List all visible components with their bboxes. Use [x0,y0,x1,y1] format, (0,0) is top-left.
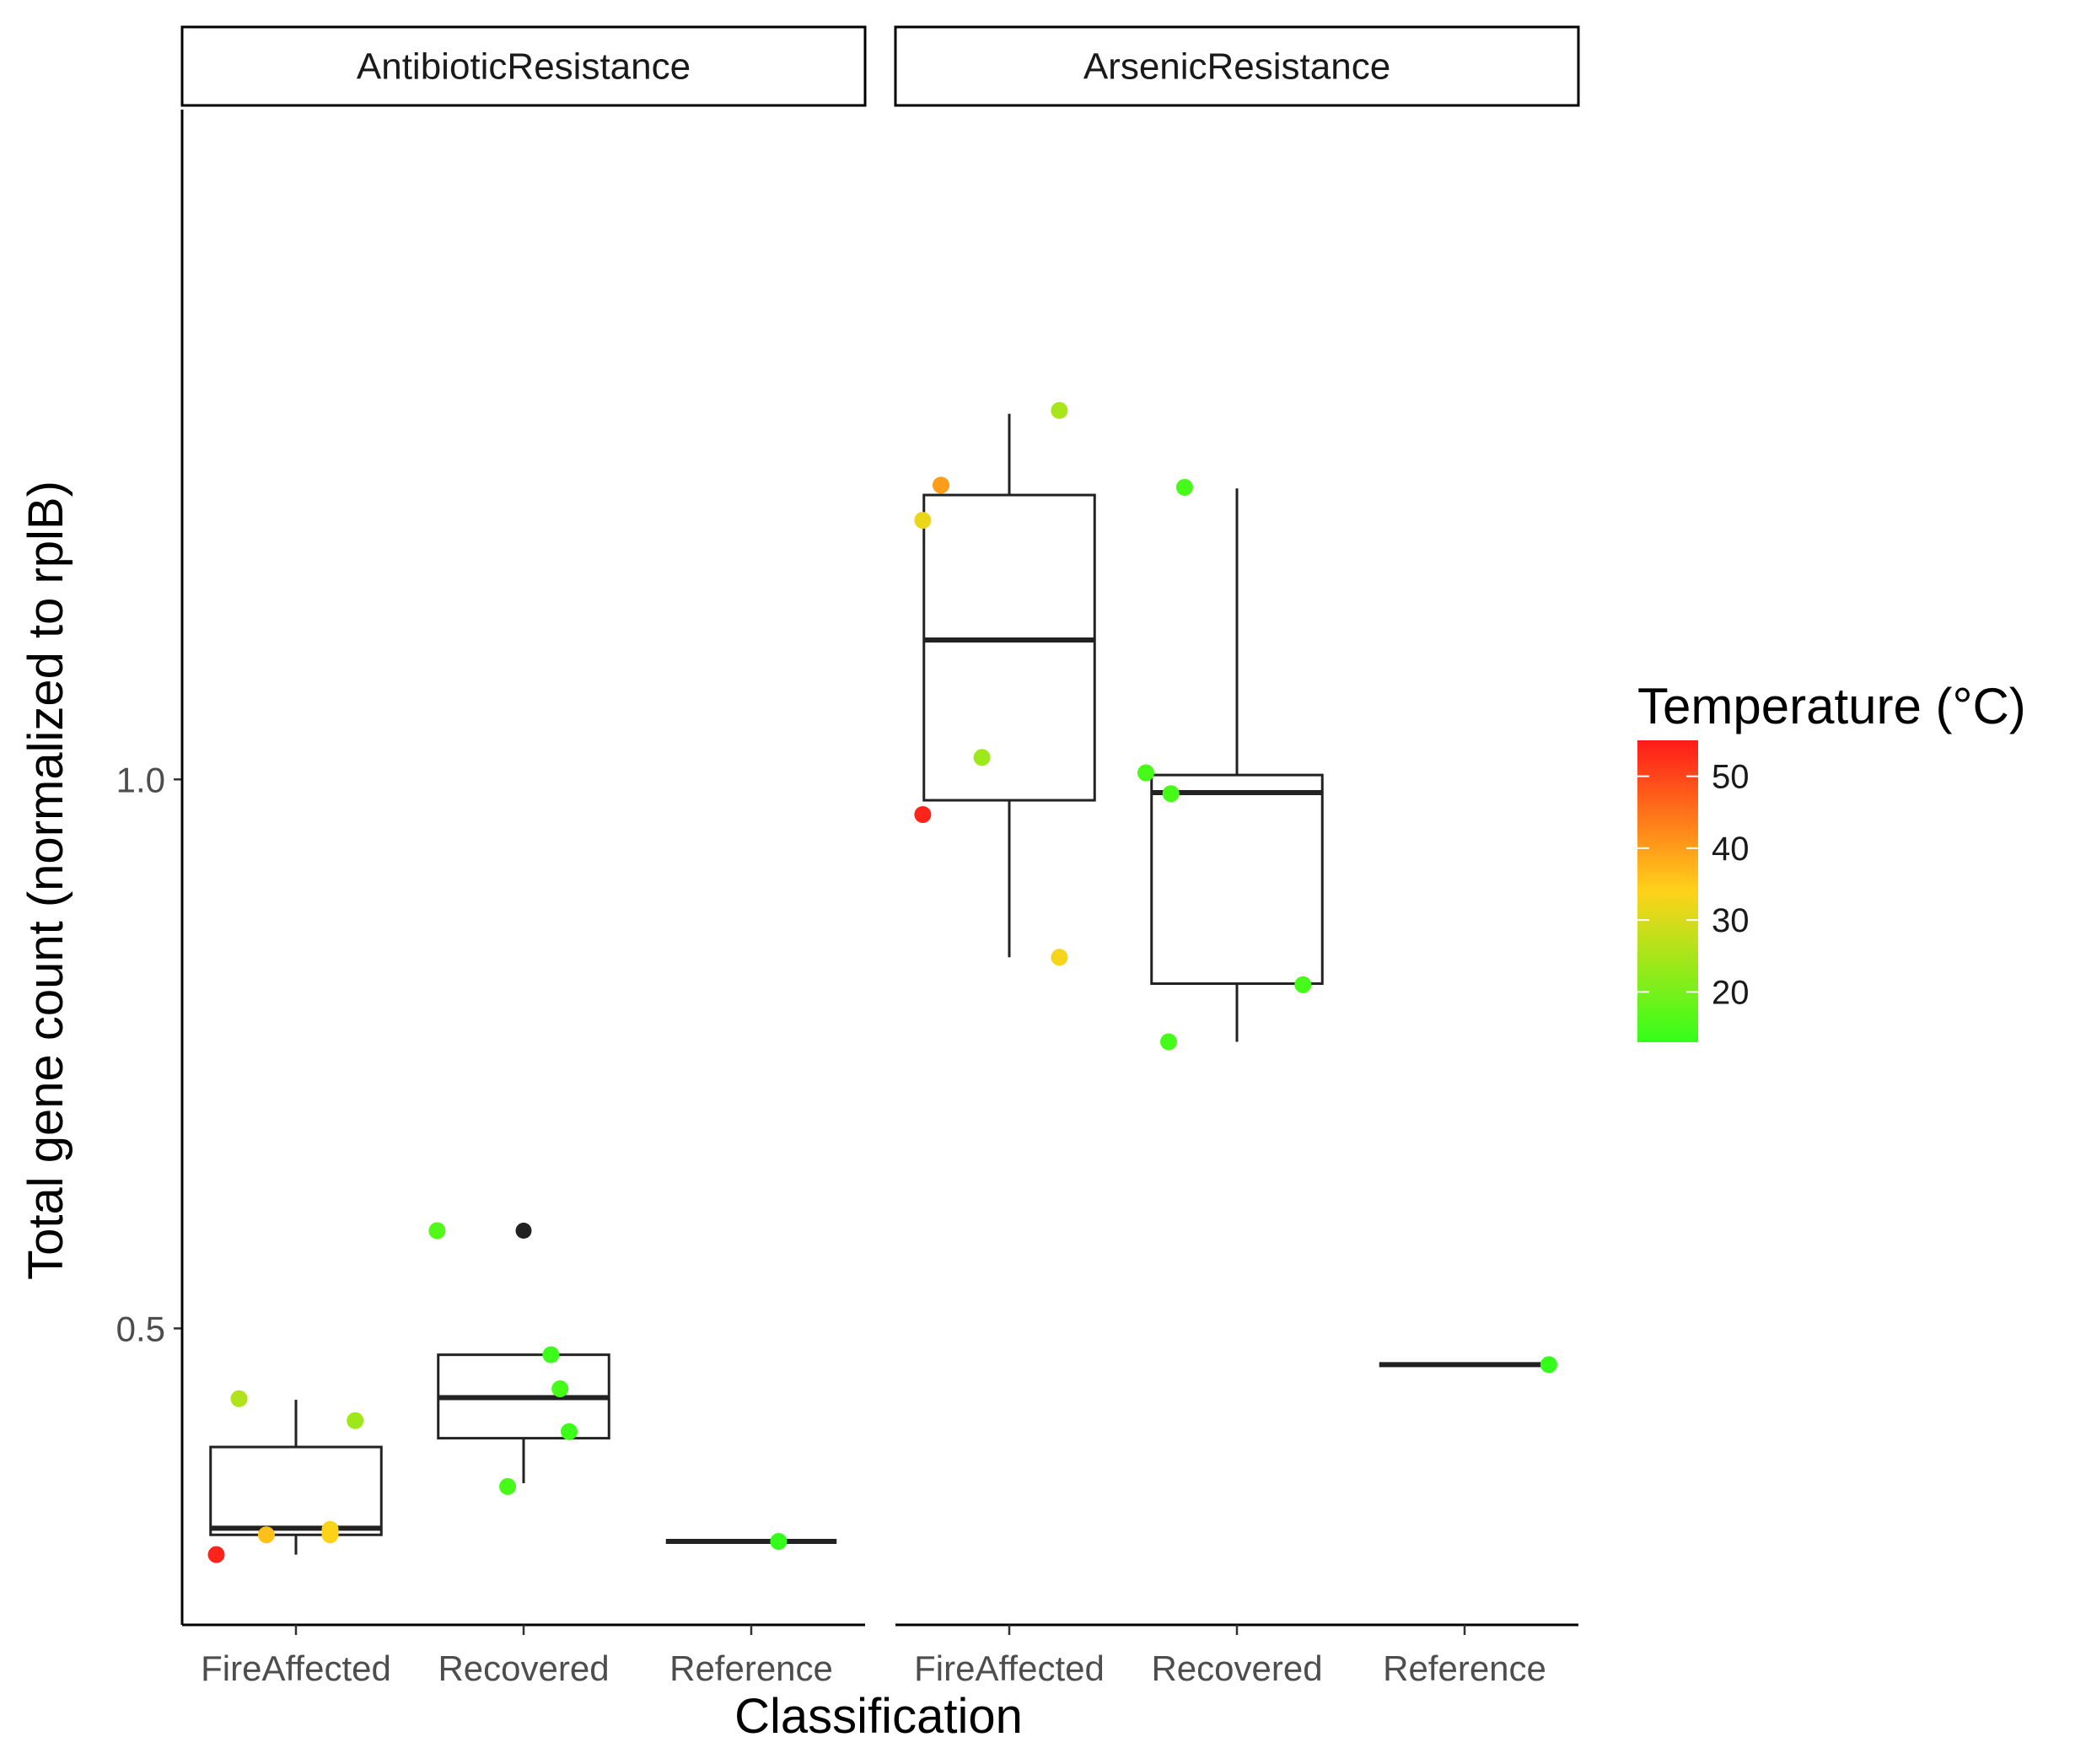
colorbar-tick-label: 30 [1712,902,1750,939]
data-point [1051,401,1068,419]
facet-strip-label: ArsenicResistance [1083,46,1390,88]
data-point [1160,1033,1177,1051]
boxplot-recovered [437,1223,610,1484]
y-axis-title: Total gene count (normalized to rplB) [19,481,73,1280]
boxplot-fireaffected [209,1400,383,1555]
data-point [1540,1356,1557,1374]
x-tick-label: FireAffected [201,1648,391,1688]
data-point [428,1222,446,1240]
facet-strip-label: AntibioticResistance [357,46,691,88]
data-point [1051,949,1068,966]
data-point [321,1526,339,1544]
data-point [561,1422,578,1440]
data-point [1294,976,1312,993]
boxplot-fireaffected [922,413,1096,958]
data-point [542,1346,560,1363]
facet-strip [894,25,1580,107]
colorbar-ticks: 20 30 40 50 [1637,759,1750,1011]
data-point [973,749,991,766]
x-tick-label: FireAffected [914,1648,1105,1688]
x-tick-label: Recovered [438,1648,609,1688]
facets-layer: AntibioticResistance FireAffected Recovere… [180,25,1580,1688]
facet-panel: AntibioticResistance FireAffected Recovere… [180,25,867,1688]
colorbar-title: Temperature (°C) [1637,678,2026,734]
x-tick-label: Reference [669,1648,833,1688]
colorbar-tick-label: 40 [1712,831,1750,868]
data-point [1162,785,1180,803]
box-iqr [209,1445,383,1536]
facet-panel: ArsenicResistance FireAffected Recovered Re… [894,25,1580,1688]
data-point [230,1390,248,1407]
data-point [933,476,949,494]
data-point [914,512,932,530]
data-point [347,1412,364,1429]
data-point [1175,478,1193,496]
data-point [770,1533,788,1551]
box-iqr [1150,773,1324,986]
y-tick-label: 1.0 [116,760,165,799]
y-tick-label: 0.5 [116,1309,165,1348]
box-iqr [922,493,1096,802]
data-point [914,805,932,823]
x-axis-title: Classification [734,1689,1023,1744]
colorbar-tick-label: 20 [1712,974,1750,1011]
colorbar-tick-label: 50 [1712,759,1750,796]
x-tick-label: Reference [1383,1648,1546,1688]
x-tick-label: Recovered [1151,1648,1322,1688]
outlier-point [515,1223,532,1240]
boxplot-recovered [1150,488,1324,1042]
data-point [207,1546,225,1563]
colorbar-gradient [1637,740,1698,1042]
axes-layer: 0.5 1.0 [116,110,184,1625]
data-point [257,1526,275,1544]
data-point [499,1477,517,1495]
data-point [551,1380,569,1398]
colorbar-legend: Temperature (°C) 20 30 40 50 [1637,678,2026,1042]
data-point [1137,764,1154,782]
facet-strip [180,25,867,107]
